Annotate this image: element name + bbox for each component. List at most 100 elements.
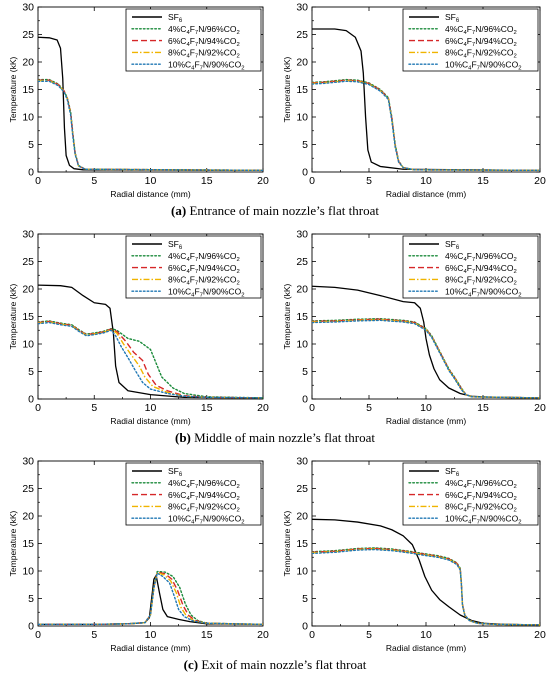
figure-caption: (b) Middle of main nozzle’s flat throat <box>175 430 375 445</box>
y-tick-label: 10 <box>296 112 308 124</box>
series-line-3 <box>38 321 263 399</box>
x-tick-label: 10 <box>145 175 157 187</box>
y-tick-label: 25 <box>296 483 308 495</box>
y-tick-label: 15 <box>22 311 34 323</box>
x-axis-label: Radial distance (mm) <box>386 643 466 653</box>
series-line-0 <box>38 574 263 625</box>
legend-label: 6%C4F7N/94%CO2 <box>168 490 240 502</box>
legend: SF64%C4F7N/96%CO26%C4F7N/94%CO28%C4F7N/9… <box>402 8 539 72</box>
series-line-3 <box>38 571 263 626</box>
legend-label: 4%C4F7N/96%CO2 <box>168 478 240 490</box>
y-axis-label: Temperature (kK) <box>8 511 18 577</box>
legend-label: SF6 <box>445 12 460 24</box>
x-tick-label: 10 <box>145 402 157 414</box>
x-tick-label: 15 <box>477 402 489 414</box>
x-tick-label: 10 <box>420 629 432 641</box>
x-tick-label: 20 <box>534 175 546 187</box>
legend-label: SF6 <box>168 466 183 478</box>
series-line-3 <box>312 80 540 172</box>
series-line-3 <box>312 548 540 626</box>
x-tick-label: 15 <box>201 402 213 414</box>
x-axis-label: Radial distance (mm) <box>110 189 190 199</box>
legend: SF64%C4F7N/96%CO26%C4F7N/94%CO28%C4F7N/9… <box>125 8 262 71</box>
series-line-2 <box>312 79 540 172</box>
x-tick-label: 20 <box>257 629 269 641</box>
y-tick-label: 0 <box>302 167 308 179</box>
series-line-3 <box>312 319 540 399</box>
legend: SF64%C4F7N/96%CO26%C4F7N/94%CO28%C4F7N/9… <box>125 235 262 299</box>
series-line-0 <box>312 28 540 171</box>
x-tick-label: 5 <box>91 402 97 414</box>
legend-label: 4%C4F7N/96%CO2 <box>168 24 240 36</box>
y-tick-label: 20 <box>22 511 34 523</box>
y-tick-label: 10 <box>22 339 34 351</box>
y-tick-label: 25 <box>22 256 34 268</box>
legend-label: 8%C4F7N/92%CO2 <box>168 502 240 514</box>
legend-label: 8%C4F7N/92%CO2 <box>445 48 517 60</box>
legend-label: 8%C4F7N/92%CO2 <box>168 48 240 60</box>
series-line-1 <box>38 320 263 399</box>
legend-label: 10%C4F7N/90%CO2 <box>168 59 244 71</box>
x-tick-label: 20 <box>257 175 269 187</box>
x-tick-label: 0 <box>35 175 41 187</box>
x-tick-label: 10 <box>420 175 432 187</box>
legend-label: SF6 <box>168 12 183 24</box>
y-tick-label: 30 <box>296 2 308 14</box>
chart-panel-a-left: 0 5 10 15 20 0 5 10 15 20 25 30 Radial distance (mm)… <box>8 2 269 200</box>
chart-panel-b-left: 0 5 10 15 20 0 5 10 15 20 25 30 Radial distance (mm)… <box>8 229 269 427</box>
legend-box <box>402 8 539 72</box>
x-axis-label: Radial distance (mm) <box>110 643 190 653</box>
y-tick-label: 10 <box>22 566 34 578</box>
y-tick-label: 20 <box>22 57 34 69</box>
y-tick-label: 5 <box>28 139 34 151</box>
series-line-1 <box>38 570 263 626</box>
chart-panel-a-right: 0 5 10 15 20 0 5 10 15 20 25 30 Radial distance (mm)… <box>282 2 546 200</box>
y-tick-label: 5 <box>28 593 34 605</box>
series-line-2 <box>312 547 540 626</box>
legend-label: 6%C4F7N/94%CO2 <box>445 36 517 48</box>
series-line-4 <box>38 80 263 172</box>
legend-label: 6%C4F7N/94%CO2 <box>168 263 240 275</box>
legend-label: 4%C4F7N/96%CO2 <box>445 251 517 263</box>
series-line-1 <box>312 78 540 172</box>
series-line-0 <box>38 36 263 171</box>
series-line-4 <box>312 80 540 172</box>
y-tick-label: 15 <box>22 84 34 96</box>
y-tick-label: 25 <box>22 483 34 495</box>
x-tick-label: 10 <box>420 402 432 414</box>
x-tick-label: 15 <box>477 175 489 187</box>
x-tick-label: 5 <box>366 402 372 414</box>
legend-label: 10%C4F7N/90%CO2 <box>168 513 244 525</box>
x-tick-label: 0 <box>35 629 41 641</box>
y-axis-label: Temperature (kK) <box>282 511 292 577</box>
y-tick-label: 20 <box>296 511 308 523</box>
y-tick-label: 0 <box>28 394 34 406</box>
series-line-4 <box>312 319 540 399</box>
y-tick-label: 30 <box>296 229 308 241</box>
y-tick-label: 10 <box>22 112 34 124</box>
legend-label: 4%C4F7N/96%CO2 <box>445 24 517 36</box>
y-axis-label: Temperature (kK) <box>8 284 18 350</box>
y-tick-label: 5 <box>28 366 34 378</box>
legend-label: 4%C4F7N/96%CO2 <box>168 251 240 263</box>
y-tick-label: 15 <box>296 538 308 550</box>
y-tick-label: 25 <box>296 29 308 41</box>
chart-panel-b-right: 0 5 10 15 20 0 5 10 15 20 25 30 Radial distance (mm)… <box>282 229 546 427</box>
y-tick-label: 10 <box>296 566 308 578</box>
legend: SF64%C4F7N/96%CO26%C4F7N/94%CO28%C4F7N/9… <box>402 235 539 299</box>
x-tick-label: 20 <box>534 402 546 414</box>
x-tick-label: 15 <box>201 175 213 187</box>
x-axis-label: Radial distance (mm) <box>386 189 466 199</box>
legend-box <box>402 235 539 299</box>
y-tick-label: 0 <box>302 394 308 406</box>
x-tick-label: 20 <box>257 402 269 414</box>
y-tick-label: 15 <box>22 538 34 550</box>
figure-caption: (a) Entrance of main nozzle’s flat throa… <box>171 203 379 218</box>
y-tick-label: 5 <box>302 593 308 605</box>
legend-box <box>402 462 539 526</box>
y-tick-label: 10 <box>296 339 308 351</box>
x-tick-label: 5 <box>91 629 97 641</box>
figure-caption: (c) Exit of main nozzle’s flat throat <box>184 657 367 672</box>
legend-label: SF6 <box>445 239 460 251</box>
